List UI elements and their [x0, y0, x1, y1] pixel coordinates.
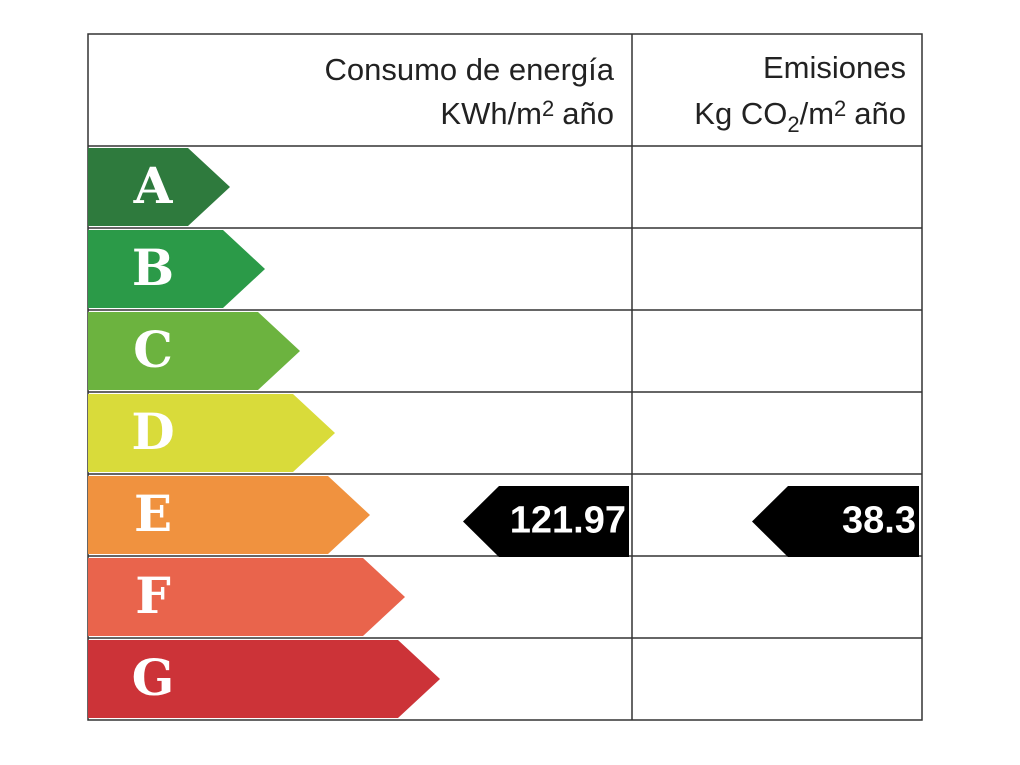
indicator-value: 121.97 — [510, 500, 626, 542]
unit-sub: 2 — [787, 112, 799, 137]
rating-letter: C — [133, 320, 173, 379]
rating-letter: D — [131, 402, 174, 461]
emissions-unit: Kg CO2/m2 año — [694, 96, 906, 137]
emissions-title: Emisiones — [763, 50, 906, 85]
unit-part: /m — [800, 96, 834, 131]
unit-sup: 2 — [834, 96, 846, 121]
rating-letter: E — [134, 484, 172, 543]
unit-sup: 2 — [542, 96, 554, 121]
rating-arrow — [88, 476, 370, 554]
indicator-value: 38.3 — [842, 500, 916, 542]
energy-title: Consumo de energía — [324, 52, 614, 87]
rating-arrow — [88, 558, 405, 636]
indicator-arrow — [463, 486, 629, 557]
rating-letter: F — [135, 566, 171, 625]
unit-part: Kg CO — [694, 96, 787, 131]
rating-letter: G — [132, 648, 175, 707]
rating-letter: B — [132, 238, 174, 297]
unit-part: año — [562, 96, 614, 131]
rating-arrow — [88, 640, 440, 718]
unit-part: año — [854, 96, 906, 131]
energy-unit: KWh/m2 año — [440, 96, 614, 131]
rating-arrow — [88, 312, 300, 390]
rating-letter: A — [133, 156, 174, 215]
unit-part: KWh/m — [440, 96, 542, 131]
rating-arrow — [88, 230, 265, 308]
rating-arrow — [88, 148, 230, 226]
indicator-arrow — [752, 486, 919, 557]
rating-arrow — [88, 394, 335, 472]
